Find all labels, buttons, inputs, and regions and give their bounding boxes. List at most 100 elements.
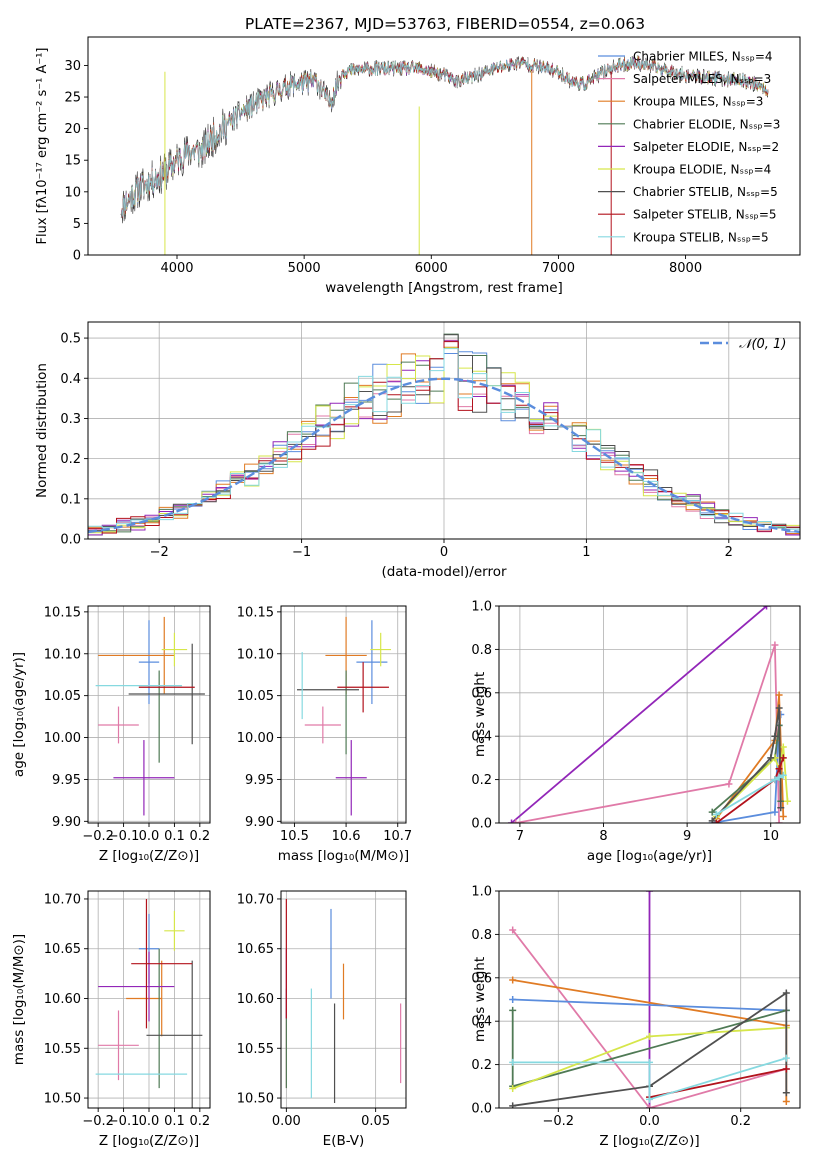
x-tick-label: −2 — [150, 545, 169, 560]
y-tick-label: 10.15 — [237, 605, 274, 620]
weight-vs-age-panel: 7 8 9 10 0.0 0.2 0.4 0.6 0.8 1.0 age [log₁₀(age/yr… — [471, 600, 801, 864]
y-tick-label: 0.2 — [471, 1058, 492, 1073]
y-tick-label: 0.8 — [471, 928, 492, 943]
x-tick-label: 0.2 — [730, 1114, 751, 1129]
y-tick-label: 0.2 — [471, 773, 492, 788]
mass-weight-marker — [712, 819, 720, 823]
y-tick-label: 0.0 — [471, 817, 492, 832]
y-tick-label: 10.70 — [237, 892, 274, 907]
mass-weight-marker — [771, 808, 779, 816]
y-tick-label: 0.8 — [471, 643, 492, 658]
plot-area — [508, 606, 791, 823]
mass-weight-marker — [763, 606, 771, 610]
plot-area — [120, 55, 769, 255]
figure-title: PLATE=2367, MJD=53763, FIBERID=0554, z=0… — [245, 15, 645, 33]
x-axis-label: age [log₁₀(age/yr)] — [587, 848, 712, 864]
y-tick-label: 10.50 — [44, 1092, 81, 1107]
y-axis-label: age [log₁₀(age/yr)] — [11, 652, 27, 777]
mass-weight-marker — [775, 691, 783, 699]
y-axis-label: mass weight — [472, 672, 488, 757]
legend-label: Chabrier STELIB, Nₛₛₚ=5 — [633, 185, 778, 199]
y-tick-label: 10.65 — [237, 942, 274, 957]
mass-weight-marker — [646, 891, 653, 895]
spectrum-legend: Chabrier MILES, Nₛₛₚ=4 Salpeter MILES, Nₛ… — [598, 50, 780, 244]
mass-weight-marker — [508, 819, 516, 823]
y-tick-label: 0.6 — [471, 686, 492, 701]
legend-entry: Salpeter ELODIE, Nₛₛₚ=2 — [598, 140, 779, 154]
mass-weight-marker — [782, 1089, 790, 1097]
legend-entry: Chabrier MILES, Nₛₛₚ=4 — [598, 50, 773, 64]
mass-weight-line — [512, 998, 787, 1012]
y-tick-label: 0.1 — [60, 492, 81, 507]
legend-entry: Kroupa MILES, Nₛₛₚ=3 — [598, 95, 763, 109]
residuals-panel: −2 −1 0 1 2 0.0 0.1 0.2 0.3 0.4 0.5 (data-model)/er… — [34, 321, 801, 580]
mass-weight-line — [715, 757, 785, 823]
y-tick-label: 20 — [64, 122, 81, 137]
mass-weight-line — [515, 644, 780, 823]
legend-label: Chabrier ELODIE, Nₛₛₚ=3 — [633, 117, 780, 131]
x-tick-label: −0.2 — [82, 1114, 114, 1129]
gaussian-reference-curve — [88, 377, 800, 534]
y-tick-label: 10.00 — [237, 731, 274, 746]
mass-weight-marker — [509, 1102, 517, 1108]
x-tick-label: 0.0 — [639, 1114, 660, 1129]
mass-weight-marker — [777, 804, 785, 812]
legend-entry: Chabrier ELODIE, Nₛₛₚ=3 — [598, 117, 780, 131]
error-bar-point — [161, 632, 188, 667]
x-tick-label: −1 — [292, 545, 311, 560]
x-tick-label: −0.2 — [82, 829, 114, 844]
y-tick-label: 0.4 — [60, 372, 81, 387]
mass-vs-metallicity-panel: −0.2−0.1 0.0 0.1 0.2 10.50 10.55 10.60 10.65 10.… — [11, 890, 211, 1149]
y-tick-label: 1.0 — [471, 600, 492, 615]
error-bar-point — [98, 1010, 139, 1081]
y-tick-label: 10.05 — [44, 689, 81, 704]
mass-weight-marker — [779, 771, 787, 779]
mass-weight-marker — [509, 976, 517, 984]
error-bar-point — [356, 620, 388, 705]
mass-weight-marker — [771, 641, 779, 649]
x-tick-label: 2 — [725, 545, 733, 560]
legend-entry: Kroupa ELODIE, Nₛₛₚ=4 — [598, 163, 771, 177]
x-tick-label: 0.0 — [139, 829, 160, 844]
mass-weight-marker — [775, 765, 783, 773]
plot-area — [95, 616, 205, 816]
y-tick-label: 9.90 — [52, 815, 81, 830]
legend-label: Kroupa ELODIE, Nₛₛₚ=4 — [633, 163, 771, 177]
y-axis-label: Normed distribution — [34, 363, 50, 498]
mass-weight-marker — [771, 776, 779, 784]
mass-weight-marker — [783, 797, 791, 805]
legend-label: Kroupa MILES, Nₛₛₚ=3 — [633, 95, 763, 109]
x-tick-label: 0.05 — [361, 1114, 390, 1129]
mass-weight-marker — [775, 773, 783, 781]
x-tick-label: 8 — [599, 829, 607, 844]
x-tick-label: 0.1 — [164, 1114, 185, 1129]
y-tick-label: 10.10 — [237, 647, 274, 662]
y-tick-label: 0.2 — [60, 452, 81, 467]
y-tick-label: 0 — [73, 249, 81, 264]
mass-weight-marker — [771, 732, 779, 740]
error-bar-point — [164, 910, 185, 951]
x-tick-label: 4000 — [160, 261, 193, 276]
y-tick-label: 10.55 — [44, 1042, 81, 1057]
mass-weight-line — [512, 991, 788, 1107]
y-tick-label: 0.6 — [471, 971, 492, 986]
plot-area — [285, 898, 402, 1104]
error-bar-point — [335, 740, 367, 816]
x-tick-label: 0 — [440, 545, 448, 560]
error-bar-point — [98, 706, 139, 744]
mass-weight-marker — [775, 704, 783, 712]
mass-weight-marker — [646, 1032, 653, 1040]
legend-entry: Kroupa STELIB, Nₛₛₚ=5 — [598, 230, 769, 244]
residual-histogram — [88, 347, 800, 534]
mass-weight-marker — [509, 926, 517, 934]
y-tick-label: 10.55 — [237, 1042, 274, 1057]
mass-weight-marker — [708, 808, 716, 816]
mass-weight-marker — [646, 1058, 653, 1066]
axes-frame — [87, 321, 801, 540]
y-tick-label: 5 — [73, 217, 81, 232]
y-tick-label: 0.3 — [60, 412, 81, 427]
axes-frame — [498, 605, 801, 824]
mass-weight-line — [512, 1057, 787, 1101]
x-tick-label: 7 — [516, 829, 524, 844]
